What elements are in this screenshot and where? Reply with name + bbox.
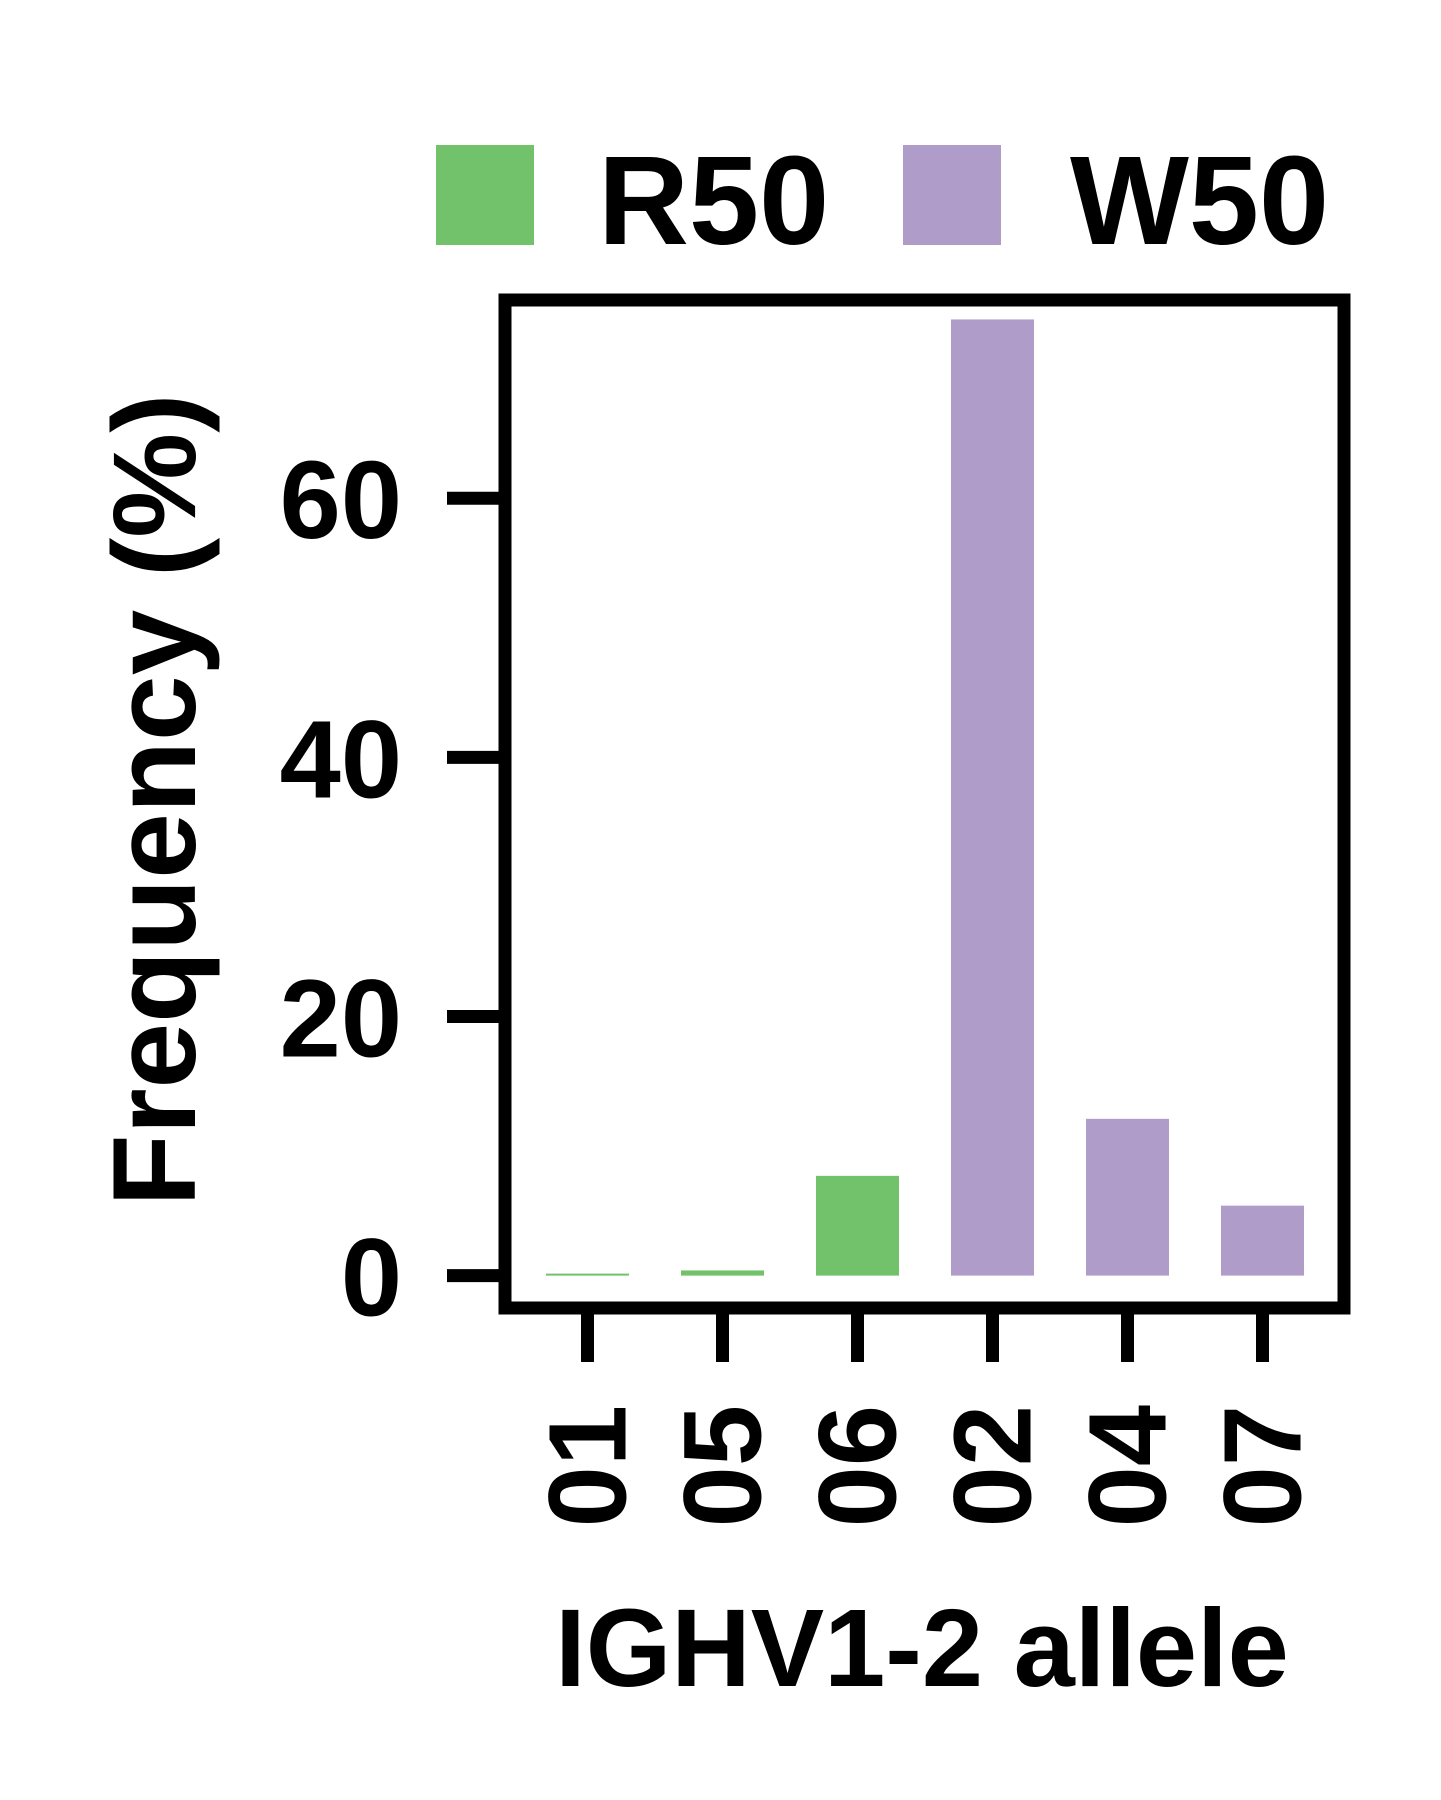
y-tick-label-20: 20 [280,957,402,1080]
x-axis: 01 05 06 02 04 07 [527,1308,1325,1527]
bar-06 [816,1175,899,1276]
x-tick-label-04: 04 [1067,1405,1190,1527]
x-tick-label-02: 02 [932,1405,1055,1527]
x-tick-label-07: 07 [1202,1405,1325,1527]
legend: R50 W50 [436,130,1329,271]
y-tick-label-0: 0 [341,1217,402,1340]
legend-swatch-r50 [436,145,534,245]
bars-group [546,319,1304,1276]
legend-label-r50: R50 [598,130,829,271]
bar-07 [1221,1205,1304,1276]
legend-label-w50: W50 [1070,130,1329,271]
bar-04 [1086,1118,1169,1276]
y-axis-title: Frequency (%) [89,393,221,1206]
x-tick-label-05: 05 [662,1405,785,1527]
plot-frame [498,293,1351,1315]
bar-02 [951,319,1034,1276]
y-tick-label-40: 40 [280,698,402,821]
bar-01 [546,1273,629,1276]
y-axis: 0 20 40 60 [280,439,505,1340]
bar-05 [681,1270,764,1276]
legend-swatch-w50 [903,145,1001,245]
x-axis-title: IGHV1-2 allele [555,1587,1289,1710]
y-tick-label-60: 60 [280,439,402,562]
x-tick-label-06: 06 [797,1405,920,1527]
x-tick-label-01: 01 [527,1405,650,1527]
